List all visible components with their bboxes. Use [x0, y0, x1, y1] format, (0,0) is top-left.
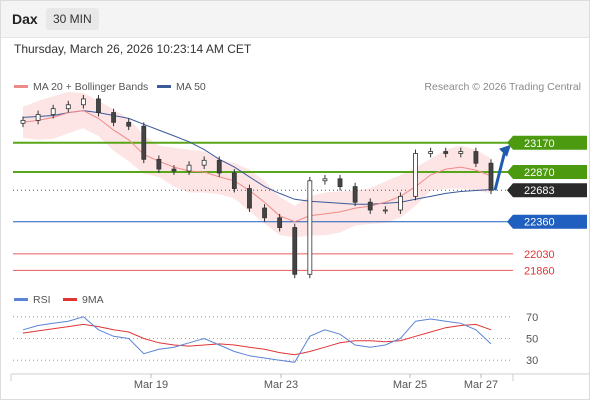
legend-ma50: MA 50 [157, 81, 206, 93]
level-tag-23170 [507, 135, 587, 150]
rsi9-swatch [63, 297, 77, 301]
candle-body [262, 207, 267, 219]
candle-body [307, 180, 313, 275]
candle-body [171, 168, 177, 172]
legend-ma50-label: MA 50 [176, 81, 206, 93]
forecast-arrow-shaft [493, 150, 507, 191]
candle-body [20, 119, 26, 124]
rsi-line [22, 316, 492, 363]
level-tag-text-22030: 22030 [524, 249, 555, 261]
ma20-swatch [14, 84, 28, 88]
legend-rsi-label: RSI [33, 294, 51, 306]
header-bar: Dax 30 MIN [1, 1, 589, 38]
symbol-title: Dax [12, 11, 38, 27]
forecast-arrow-head [499, 144, 511, 157]
level-tag-22360 [507, 214, 587, 229]
rsi-tick-label: 70 [526, 312, 538, 324]
ma50-swatch [157, 84, 171, 88]
rsi-tick-label: 30 [526, 355, 538, 367]
candle-body [35, 114, 41, 121]
candle-body [367, 201, 373, 211]
candle-body [322, 178, 328, 182]
candle-body [96, 98, 101, 113]
x-tick-label: Mar 25 [393, 379, 427, 391]
legend-ma20-label: MA 20 + Bollinger Bands [33, 81, 149, 93]
bollinger-band [23, 91, 491, 238]
research-credit: Research © 2026 Trading Central [424, 81, 581, 93]
candle-body [156, 158, 162, 170]
candle-body [488, 162, 494, 191]
candle-body [186, 164, 192, 172]
timestamp: Thursday, March 26, 2026 10:23:14 AM CET [14, 42, 252, 56]
candle-body [201, 159, 207, 166]
level-tag-22870 [507, 165, 587, 179]
candle-body [247, 188, 252, 209]
candles [20, 95, 494, 279]
legend-ma20: MA 20 + Bollinger Bands [14, 81, 148, 93]
candle-body [80, 98, 86, 106]
legend-rsi9-label: 9MA [82, 294, 104, 306]
candle-body [277, 217, 283, 228]
candle-body [428, 151, 434, 154]
x-tick-label: Mar 27 [464, 379, 498, 391]
candle-body [231, 172, 237, 189]
level-tag-22683 [507, 183, 587, 198]
candle-body [473, 151, 479, 164]
candle-body [65, 104, 71, 110]
candle-body [141, 125, 147, 160]
level-tag-text-23170: 23170 [524, 138, 555, 150]
candle-body [216, 159, 222, 174]
ma50-line [22, 110, 492, 205]
candle-body [126, 121, 132, 127]
legend-rsi9: 9MA [63, 294, 104, 306]
candle-body [111, 112, 116, 123]
rsi-swatch [14, 297, 28, 301]
rsi-ma-line [22, 323, 492, 356]
candle-body [292, 227, 298, 275]
candle-body [337, 178, 343, 188]
candle-body [352, 186, 358, 203]
candle-body [458, 151, 464, 154]
ma20-line [22, 110, 492, 223]
candle-body [443, 151, 449, 154]
level-tag-text-22683: 22683 [524, 185, 555, 197]
x-tick-label: Mar 19 [134, 379, 168, 391]
level-tag-text-22870: 22870 [524, 167, 555, 179]
candle-body [50, 108, 56, 115]
level-tag-text-22360: 22360 [524, 217, 555, 229]
rsi-tick-label: 50 [526, 334, 538, 346]
level-tag-text-21860: 21860 [524, 265, 555, 277]
timeframe-button[interactable]: 30 MIN [46, 8, 99, 30]
candle-body [413, 153, 418, 197]
x-tick-label: Mar 23 [264, 379, 298, 391]
legend-rsi: RSI [14, 294, 51, 306]
candle-body [382, 209, 388, 212]
candle-body [398, 195, 403, 211]
